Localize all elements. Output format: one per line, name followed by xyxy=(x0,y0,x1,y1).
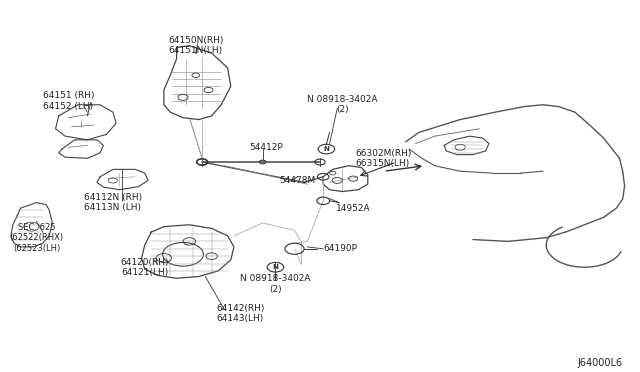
Text: N: N xyxy=(323,146,330,152)
Text: 64120(RH)
64121(LH): 64120(RH) 64121(LH) xyxy=(120,257,169,277)
Text: 66302M(RH)
66315N(LH): 66302M(RH) 66315N(LH) xyxy=(355,148,412,168)
Text: 54478M: 54478M xyxy=(280,176,316,185)
Text: J64000L6: J64000L6 xyxy=(577,358,623,368)
Text: N: N xyxy=(273,264,278,270)
Text: 54412P: 54412P xyxy=(249,143,283,152)
Text: 64190P: 64190P xyxy=(323,244,357,253)
Text: 64142(RH)
64143(LH): 64142(RH) 64143(LH) xyxy=(216,304,264,323)
Text: 14952A: 14952A xyxy=(336,203,371,213)
Text: N 08918-3402A
(2): N 08918-3402A (2) xyxy=(307,95,378,115)
Text: N 08918-3402A
(2): N 08918-3402A (2) xyxy=(240,274,310,294)
Text: 64151 (RH)
64152 (LH): 64151 (RH) 64152 (LH) xyxy=(42,92,94,111)
Text: SEC. 625
(62522(RHX)
(62523(LH): SEC. 625 (62522(RHX) (62523(LH) xyxy=(10,223,63,253)
Text: 64150N(RH)
64151N(LH): 64150N(RH) 64151N(LH) xyxy=(168,36,223,55)
Text: 64112N (RH)
64113N (LH): 64112N (RH) 64113N (LH) xyxy=(84,193,142,212)
